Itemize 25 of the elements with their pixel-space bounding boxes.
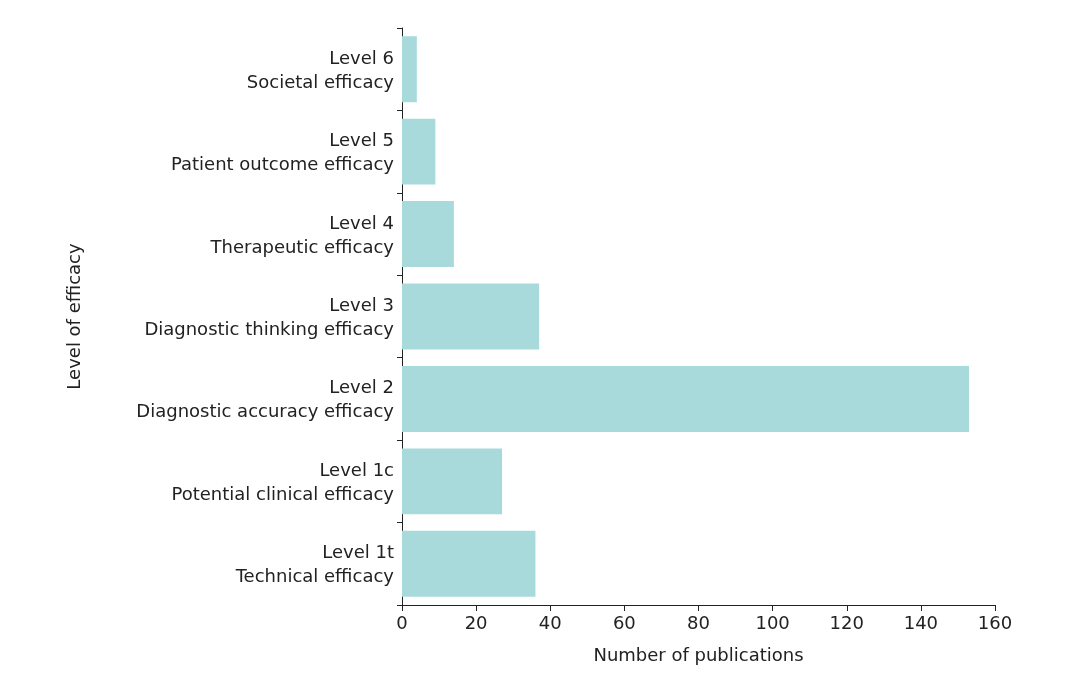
bar (402, 201, 454, 268)
y-tick-label: Level 3 Diagnostic thinking efficacy (144, 294, 395, 339)
y-tick-label: Level 4 Therapeutic efficacy (209, 211, 395, 257)
x-tick-label: 0 (396, 611, 408, 633)
x-tick-label: 20 (464, 611, 488, 633)
bar (402, 365, 970, 432)
x-tick-label: 120 (829, 611, 864, 633)
bar (402, 448, 503, 515)
x-tick-label: 60 (612, 611, 636, 633)
y-tick-label: Level 5 Patient outcome efficacy (170, 129, 395, 175)
y-tick-label: Level 1t Technical efficacy (234, 541, 395, 587)
x-tick-label: 140 (903, 611, 939, 633)
bar (402, 118, 436, 185)
x-tick-label: 100 (755, 611, 790, 633)
x-tick-label: 80 (687, 611, 710, 633)
y-tick-label: Level 6 Societal efficacy (246, 46, 395, 92)
bar (402, 36, 417, 103)
bar (402, 283, 540, 350)
bar (402, 530, 536, 597)
x-tick-label: 40 (538, 611, 562, 633)
x-tick-label: 160 (977, 611, 1013, 633)
x-axis-title: Number of publications (593, 643, 804, 665)
y-tick-label: Level 2 Diagnostic accuracy efficacy (136, 376, 395, 422)
y-tick-label: Level 1c Potential clinical efficacy (171, 458, 395, 504)
y-axis-title: Level of efficacy (62, 243, 84, 390)
